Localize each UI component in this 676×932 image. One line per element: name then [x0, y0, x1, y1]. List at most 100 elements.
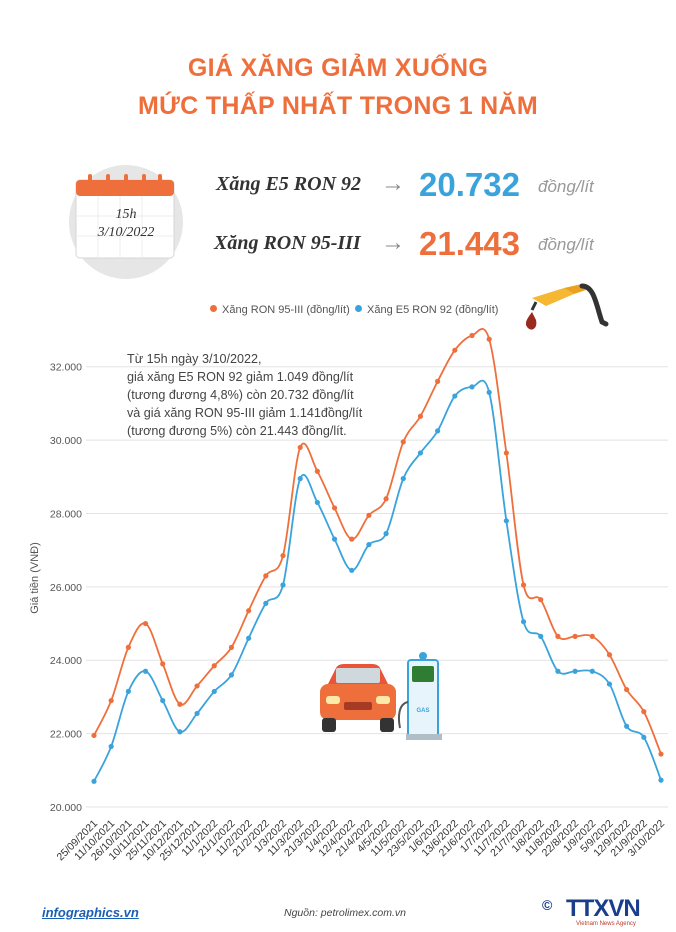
data-point — [400, 476, 406, 482]
data-point — [160, 661, 166, 667]
data-point — [331, 536, 338, 542]
data-point — [228, 672, 235, 678]
data-point — [658, 751, 664, 757]
data-point — [366, 512, 372, 518]
data-point — [228, 644, 235, 650]
data-point — [435, 428, 441, 434]
calendar-time: 15h — [116, 207, 137, 222]
arrow-right-icon: → — [381, 229, 405, 256]
data-point — [469, 332, 475, 339]
data-point — [520, 582, 527, 588]
price-value-e5: 20.732 — [419, 166, 520, 203]
data-point — [211, 688, 217, 695]
data-point — [263, 600, 269, 606]
data-point — [194, 683, 200, 689]
data-point — [538, 597, 544, 603]
data-point — [125, 688, 131, 695]
agency-subtitle: Vietnam News Agency — [576, 921, 636, 927]
data-point — [624, 723, 630, 729]
data-point — [177, 701, 183, 707]
data-point — [177, 729, 183, 735]
y-tick-label: 32.000 — [50, 362, 82, 374]
data-point — [383, 531, 389, 537]
data-point — [486, 336, 492, 342]
data-point — [91, 732, 97, 739]
data-point — [160, 697, 166, 704]
svg-text:GAS: GAS — [416, 708, 429, 714]
data-point — [142, 620, 149, 627]
data-point — [606, 652, 613, 658]
price-label-e5: Xăng E5 RON 92 — [216, 173, 362, 195]
data-point — [246, 608, 252, 614]
data-point — [555, 668, 561, 674]
data-point — [658, 777, 664, 783]
price-value-ron95: 21.443 — [419, 225, 520, 262]
price-label-ron95: Xăng RON 95-III — [214, 232, 361, 254]
data-point — [314, 468, 320, 474]
footer-site-link[interactable]: infographics.vn — [42, 905, 139, 920]
y-axis-label: Giá tiền (VNĐ) — [29, 542, 41, 614]
data-point — [572, 633, 578, 639]
data-point — [142, 668, 149, 674]
data-point — [606, 681, 613, 687]
calendar-icon: 15h 3/10/2022 — [68, 164, 184, 280]
agency-logo: TTXVN — [566, 895, 641, 922]
data-point — [263, 573, 269, 579]
series-line — [93, 328, 662, 755]
data-point — [641, 709, 647, 715]
y-tick-label: 22.000 — [50, 729, 82, 741]
data-point — [624, 686, 630, 693]
data-point — [589, 633, 595, 639]
note-line: (tương đương 4,8%) còn 20.732 đồng/lít — [127, 388, 354, 402]
data-point — [486, 389, 492, 395]
legend-label-ron95: Xăng RON 95-III (đồng/lít) — [222, 304, 350, 316]
price-unit-e5: đồng/lít — [538, 177, 594, 196]
data-point — [211, 663, 217, 669]
fuel-nozzle-icon — [525, 283, 609, 330]
price-unit-ron95: đồng/lít — [538, 235, 594, 254]
y-tick-label: 24.000 — [50, 655, 82, 667]
page-title-line2: MỨC THẤP NHẤT TRONG 1 NĂM — [138, 92, 538, 120]
car-gas-pump-illustration: GAS — [320, 652, 442, 740]
data-point — [297, 444, 303, 451]
data-point — [417, 413, 424, 419]
data-point — [349, 567, 355, 573]
data-point — [572, 668, 578, 674]
data-point — [469, 384, 475, 390]
data-point — [452, 347, 458, 353]
calendar-date: 3/10/2022 — [97, 225, 155, 240]
legend-item-ron95: Xăng RON 95-III (đồng/lít) — [210, 304, 350, 316]
data-point — [349, 536, 355, 542]
data-point — [400, 439, 406, 445]
page-title-line1: GIÁ XĂNG GIẢM XUỐNG — [187, 54, 489, 82]
data-point — [435, 378, 441, 384]
data-point — [383, 496, 389, 502]
note-line: (tương đương 5%) còn 21.443 đồng/lít. — [127, 424, 347, 438]
chart-annotation: Từ 15h ngày 3/10/2022, giá xăng E5 RON 9… — [127, 350, 362, 440]
arrow-right-icon: → — [381, 170, 405, 197]
legend-label-e5: Xăng E5 RON 92 (đồng/lít) — [367, 304, 499, 316]
data-point — [246, 635, 252, 641]
data-point — [417, 450, 424, 456]
data-point — [366, 542, 372, 548]
data-point — [331, 505, 338, 511]
data-point — [91, 778, 97, 784]
data-point — [280, 553, 286, 559]
data-point — [314, 499, 320, 506]
data-point — [538, 633, 544, 639]
data-point — [125, 644, 131, 650]
data-point — [503, 450, 509, 456]
data-point — [280, 582, 286, 588]
data-point — [555, 633, 561, 639]
y-tick-label: 28.000 — [50, 508, 82, 520]
data-point — [194, 710, 200, 717]
note-line: Từ 15h ngày 3/10/2022, — [127, 352, 262, 366]
copyright-symbol: © — [542, 897, 553, 913]
series-line — [93, 379, 662, 782]
legend-item-e5: Xăng E5 RON 92 (đồng/lít) — [355, 304, 498, 316]
y-tick-label: 30.000 — [50, 435, 82, 447]
data-point — [108, 743, 114, 750]
data-point — [589, 668, 595, 674]
data-point — [641, 734, 647, 740]
